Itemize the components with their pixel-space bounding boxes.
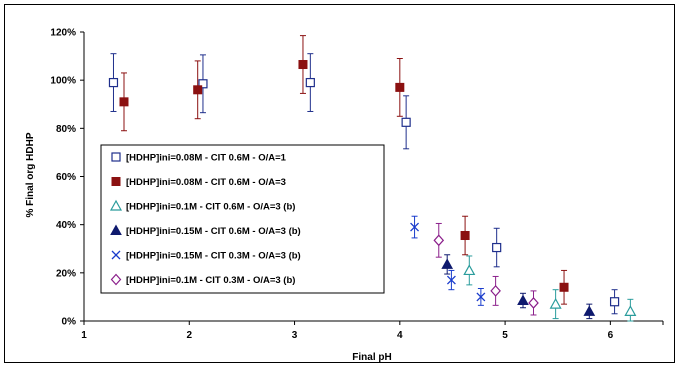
series-5 [433, 222, 539, 316]
data-point [298, 60, 308, 70]
series-3 [441, 254, 596, 320]
y-tick-label: 20% [56, 268, 76, 279]
data-point [517, 294, 529, 306]
y-tick-label: 80% [56, 124, 76, 135]
legend-label: [HDHP]ini=0.1M - CIT 0.3M - O/A=3 (b) [126, 275, 295, 286]
data-marks [108, 35, 637, 322]
legend-label: [HDHP]ini=0.08M - CIT 0.6M - O/A=1 [126, 153, 287, 164]
x-marker-stroke [476, 292, 486, 302]
x-tick-label: 1 [81, 330, 87, 341]
series-2 [463, 255, 637, 322]
x-marker-stroke [410, 222, 420, 232]
x-marker-stroke [111, 250, 121, 260]
data-point [624, 305, 637, 316]
legend-marker [110, 273, 122, 286]
data-point [492, 242, 502, 253]
data-point [609, 297, 620, 307]
series-0 [108, 53, 620, 315]
data-point [583, 305, 596, 316]
x-tick-label: 3 [292, 330, 298, 341]
legend-label: [HDHP]ini=0.08M - CIT 0.6M - O/A=3 [126, 177, 286, 188]
legend-marker [110, 224, 122, 235]
y-tick-label: 0% [62, 317, 77, 328]
data-point [463, 264, 476, 276]
x-tick-label: 2 [186, 330, 192, 341]
y-tick-label: 40% [56, 220, 76, 231]
x-marker-stroke [446, 275, 456, 285]
y-axis-title: % Final org HDHP [25, 132, 36, 217]
legend-marker [109, 199, 123, 211]
data-point [395, 82, 405, 92]
legend-box [100, 144, 385, 294]
data-point [559, 282, 569, 292]
x-tick-label: 6 [608, 330, 614, 341]
x-axis-ticks: 1 2 3 4 5 6 [81, 321, 664, 341]
data-point [490, 284, 501, 297]
legend-marker [111, 152, 121, 162]
data-point [549, 297, 562, 309]
data-point [108, 77, 119, 88]
data-point [441, 258, 454, 269]
data-point [433, 234, 445, 247]
legend-marker [111, 177, 121, 186]
legend-label: [HDHP]ini=0.15M - CIT 0.6M - O/A=3 (b) [126, 226, 301, 237]
data-point [305, 77, 315, 88]
legend: [HDHP]ini=0.08M - CIT 0.6M - O/A=1 [HDHP]… [100, 144, 385, 294]
data-point [198, 79, 208, 89]
data-point [193, 85, 203, 95]
data-point [119, 97, 129, 107]
legend-label: [HDHP]ini=0.15M - CIT 0.3M - O/A=3 (b) [126, 251, 301, 262]
x-tick-label: 5 [502, 330, 508, 341]
x-tick-label: 4 [397, 330, 403, 341]
data-point [401, 117, 411, 127]
y-tick-label: 120% [50, 28, 76, 39]
x-axis-title: Final pH [352, 352, 391, 363]
series-1 [119, 35, 569, 305]
data-point [476, 292, 486, 302]
y-axis-ticks: 0% 20% 40% 60% 80% 100% 120% [50, 28, 84, 328]
series-4 [410, 215, 486, 306]
data-point [410, 222, 420, 232]
data-point [528, 297, 539, 309]
y-tick-label: 60% [56, 172, 76, 183]
legend-marker [111, 250, 121, 260]
y-tick-label: 100% [50, 76, 76, 87]
data-point [446, 275, 456, 285]
data-point [460, 231, 470, 241]
legend-label: [HDHP]ini=0.1M - CIT 0.6M - O/A=3 (b) [126, 202, 295, 213]
